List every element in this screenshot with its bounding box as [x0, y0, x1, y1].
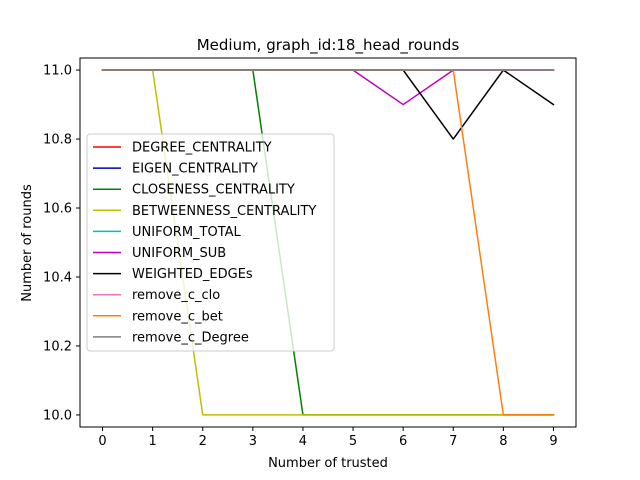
x-tick-label: 6	[399, 434, 407, 449]
y-axis-label: Number of rounds	[20, 184, 35, 302]
plot-frame	[79, 57, 577, 428]
chart-title: Medium, graph_id:18_head_rounds	[197, 36, 460, 55]
y-tick-label: 10.0	[43, 408, 72, 423]
y-tick-label: 10.4	[43, 270, 72, 285]
x-tick-label: 3	[249, 434, 257, 449]
x-tick-label: 8	[499, 434, 507, 449]
x-tick-label: 2	[199, 434, 207, 449]
legend-label: WEIGHTED_EDGEs	[132, 267, 253, 282]
legend-label: BETWEENNESS_CENTRALITY	[132, 204, 316, 219]
x-tick-label: 9	[549, 434, 557, 449]
legend-label: UNIFORM_TOTAL	[132, 225, 242, 240]
x-tick-label: 0	[98, 434, 106, 449]
x-tick-label: 7	[449, 434, 457, 449]
x-tick-label: 1	[149, 434, 157, 449]
legend-label: EIGEN_CENTRALITY	[132, 162, 258, 177]
series-line	[101, 69, 555, 106]
y-tick-label: 10.8	[43, 133, 72, 148]
legend-label: UNIFORM_SUB	[132, 246, 226, 261]
y-tick-label: 10.6	[43, 202, 72, 217]
series-line	[101, 69, 555, 140]
x-tick-label: 5	[349, 434, 357, 449]
legend-label: remove_c_Degree	[132, 330, 249, 345]
y-tick-label: 11.0	[43, 64, 72, 79]
legend-label: remove_c_clo	[132, 288, 220, 303]
legend-label: DEGREE_CENTRALITY	[132, 141, 272, 156]
x-tick-label: 4	[299, 434, 307, 449]
legend-label: CLOSENESS_CENTRALITY	[132, 183, 295, 198]
x-axis-label: Number of trusted	[268, 456, 388, 471]
y-tick-label: 10.2	[43, 339, 72, 354]
legend-box	[86, 133, 335, 352]
legend-label: remove_c_bet	[132, 309, 223, 324]
